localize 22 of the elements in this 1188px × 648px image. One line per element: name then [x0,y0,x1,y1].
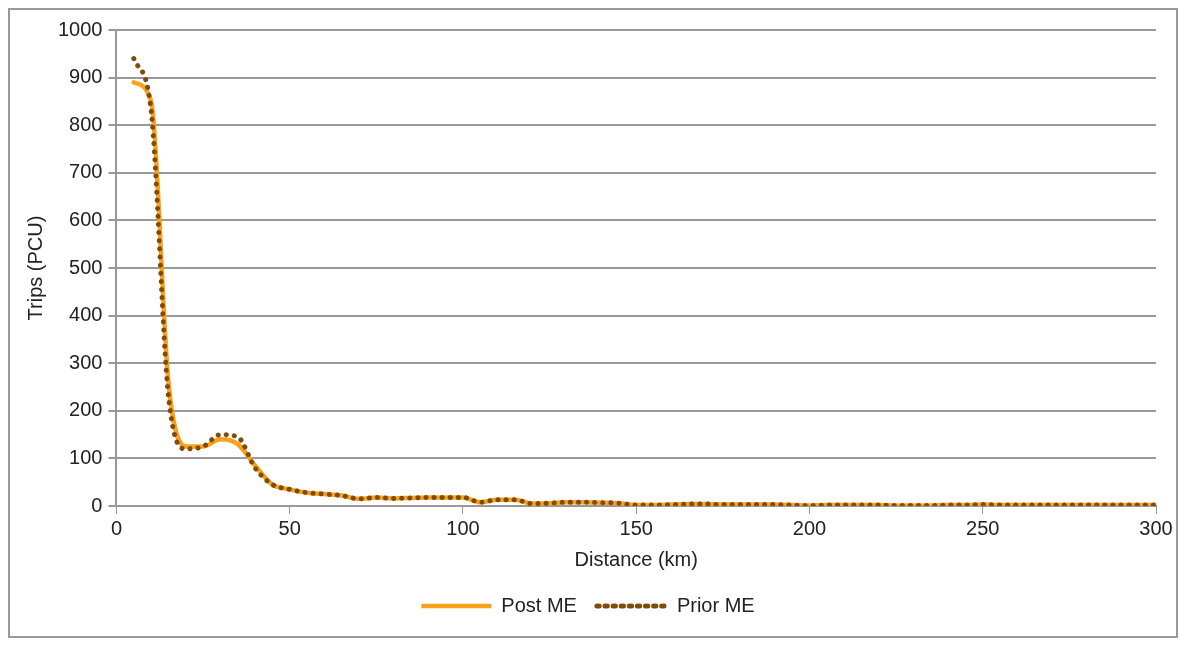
y-tick-label: 900 [69,65,103,88]
y-tick-label: 0 [91,493,103,516]
x-tick-label: 300 [1139,516,1173,539]
y-tick-label: 800 [69,112,103,135]
y-axis-title: Trips (PCU) [23,215,46,321]
x-axis-title: Distance (km) [574,547,698,570]
x-tick-label: 250 [966,516,1000,539]
legend-label: Post ME [501,593,577,616]
x-tick-label: 100 [446,516,480,539]
y-tick-label: 500 [69,255,103,278]
x-tick-label: 200 [792,516,827,539]
x-tick-label: 0 [110,516,123,539]
y-tick-label: 700 [69,160,103,183]
y-tick-label: 100 [69,445,103,468]
x-tick-label: 50 [278,516,301,539]
y-tick-label: 600 [69,207,103,230]
y-tick-label: 300 [69,350,103,373]
y-tick-label: 400 [69,303,103,326]
x-tick-label: 150 [619,516,653,539]
legend-label: Prior ME [676,593,755,616]
y-tick-label: 200 [69,398,103,421]
y-tick-label: 1000 [57,17,103,40]
